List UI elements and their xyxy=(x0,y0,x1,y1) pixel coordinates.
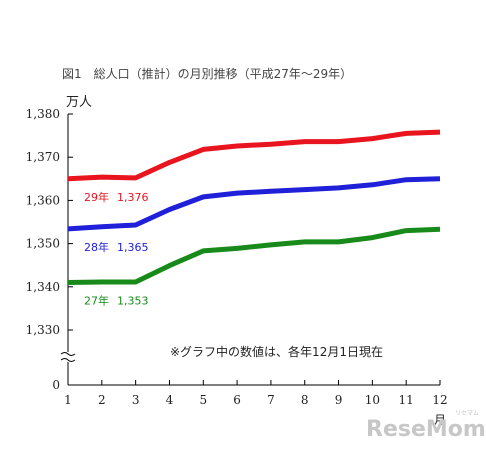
y-axis-unit-label: 万人 xyxy=(66,95,92,110)
x-tick-label: 7 xyxy=(267,393,275,407)
series-name: 27年 xyxy=(84,293,109,307)
y-tick-label: 1,340 xyxy=(26,280,60,294)
x-tick-label: 4 xyxy=(166,393,174,407)
y-axis-break-mark-top xyxy=(60,352,76,356)
x-tick-label: 2 xyxy=(98,393,106,407)
y-axis-break-mark-bottom xyxy=(60,358,76,362)
y-tick-label: 1,380 xyxy=(26,107,60,121)
x-tick-label: 11 xyxy=(399,393,414,407)
x-tick-label: 9 xyxy=(335,393,343,407)
x-tick-label: 8 xyxy=(301,393,309,407)
series-annotations: 29年 1,376 28年 1,365 27年 1,353 xyxy=(84,190,149,308)
x-tick-label: 6 xyxy=(233,393,241,407)
series-line-1 xyxy=(67,129,441,182)
series-annotation-1: 29年 1,376 xyxy=(84,190,149,204)
x-tick-label: 10 xyxy=(365,393,380,407)
x-tick-label: 3 xyxy=(132,393,140,407)
resemom-logo: ReseMom リセマム xyxy=(366,410,486,442)
x-tick-label: 1 xyxy=(64,393,72,407)
series-line-2 xyxy=(67,176,441,232)
y-axis: 1,380 1,370 1,360 1,350 1,340 1,330 0 xyxy=(26,107,76,392)
series-value-label: 1,353 xyxy=(117,294,149,307)
series-name: 28年 xyxy=(84,240,109,254)
series-name: 29年 xyxy=(84,190,109,204)
series-lines xyxy=(67,129,441,285)
logo-text: ReseMom xyxy=(366,417,486,442)
y-tick-label-zero: 0 xyxy=(52,378,60,392)
y-tick-label: 1,360 xyxy=(26,193,60,207)
series-annotation-2: 28年 1,365 xyxy=(84,240,149,254)
logo-subtext: リセマム xyxy=(455,410,479,417)
x-axis-unit-label: 月 xyxy=(434,413,446,427)
y-tick-label: 1,350 xyxy=(26,237,60,251)
series-value-label: 1,365 xyxy=(117,241,149,254)
x-tick-label: 5 xyxy=(199,393,207,407)
chart-note: ※グラフ中の数値は、各年12月1日現在 xyxy=(170,344,383,359)
series-line-3 xyxy=(67,226,441,285)
chart-title: 図1 総人口（推計）の月別推移（平成27年～29年） xyxy=(62,66,352,81)
series-annotation-3: 27年 1,353 xyxy=(84,293,149,307)
y-tick-label: 1,370 xyxy=(26,150,60,164)
y-tick-label: 1,330 xyxy=(26,323,60,337)
series-value-label: 1,376 xyxy=(117,191,149,204)
x-axis: 1 2 3 4 5 6 7 8 9 10 11 12月 xyxy=(64,380,448,427)
x-tick-label: 12 xyxy=(432,393,447,407)
